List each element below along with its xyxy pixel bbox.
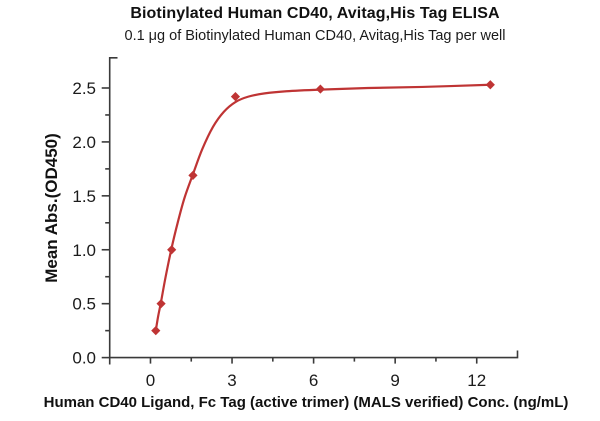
y-tick-label: 2.0 xyxy=(72,133,96,152)
y-tick-label: 1.5 xyxy=(72,187,96,206)
y-tick-label: 0.0 xyxy=(72,349,96,368)
data-point-marker xyxy=(156,299,166,309)
y-axis-line xyxy=(108,57,118,365)
data-point-marker xyxy=(485,80,495,90)
x-tick-label: 9 xyxy=(390,371,399,390)
data-point-marker xyxy=(167,245,177,255)
fit-curve xyxy=(154,83,492,332)
chart-title: Biotinylated Human CD40, Avitag,His Tag … xyxy=(130,5,500,22)
data-point-marker xyxy=(315,84,325,94)
data-point-marker xyxy=(230,92,241,102)
x-tick-label: 12 xyxy=(467,371,486,390)
y-tick-label: 1.0 xyxy=(72,241,96,260)
data-point-marker xyxy=(151,326,161,336)
x-tick-label: 6 xyxy=(309,371,318,390)
data-point-marker xyxy=(188,170,198,180)
x-tick-label: 3 xyxy=(227,371,236,390)
x-axis-title: Human CD40 Ligand, Fc Tag (active trimer… xyxy=(43,394,569,411)
chart-subtitle: 0.1 μg of Biotinylated Human CD40, Avita… xyxy=(124,28,506,44)
y-tick-label: 0.5 xyxy=(72,295,96,314)
y-tick-label: 2.5 xyxy=(72,79,96,98)
x-axis-line xyxy=(109,350,519,359)
x-tick-label: 0 xyxy=(146,371,155,390)
